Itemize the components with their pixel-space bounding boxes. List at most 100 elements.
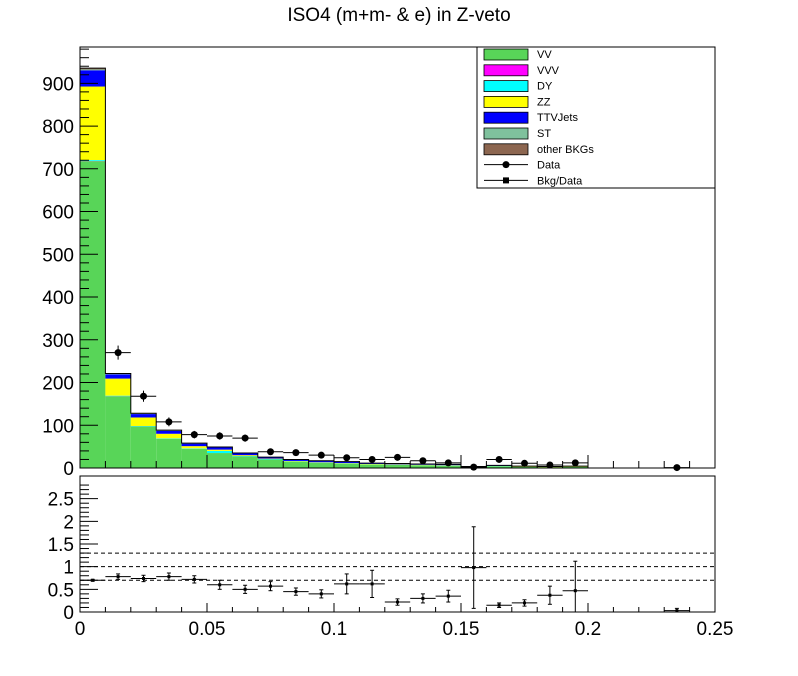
ratio-point-20 [675, 609, 679, 613]
legend-label-8: Bkg/Data [537, 175, 583, 187]
bar-vv-2 [130, 426, 157, 468]
bar-vv-8 [283, 461, 309, 468]
bar-vv-4 [181, 448, 207, 468]
bar-zz-2 [130, 417, 157, 427]
data-point-2 [165, 418, 173, 426]
bar-zz-3 [156, 433, 182, 439]
ratio-point-15 [472, 566, 476, 570]
ratio-y-tick-label: 2.5 [48, 490, 74, 511]
main-y-tick-label: 100 [42, 416, 74, 437]
main-y-tick-label: 600 [42, 203, 74, 224]
bar-ttvjets-0 [80, 70, 106, 87]
bar-zz-5 [207, 449, 233, 451]
data-point-6 [267, 448, 274, 456]
data-point-13 [444, 459, 452, 467]
bar-ttvjets-6 [232, 453, 258, 456]
main-y-tick-label: 900 [42, 74, 74, 95]
bar-ttvjets-9 [308, 460, 334, 463]
main-y-tick-label: 400 [42, 288, 74, 309]
data-point-10 [368, 455, 376, 463]
legend-label-0: VV [537, 49, 552, 61]
legend-label-4: TTVJets [537, 112, 578, 124]
bar-vv-17 [511, 466, 538, 468]
legend-label-1: VVV [537, 65, 560, 77]
data-point-17 [546, 461, 554, 469]
bar-vv-13 [410, 465, 436, 468]
bar-ttvjets-7 [257, 457, 284, 459]
bar-ttvjets-3 [156, 430, 182, 434]
ratio-point-18 [548, 593, 552, 597]
bar-ttvjets-10 [334, 461, 360, 464]
ratio-point-5 [218, 583, 222, 587]
data-point-8 [317, 451, 325, 459]
ratio-point-10 [345, 582, 349, 586]
bar-zz-0 [80, 86, 106, 161]
bar-ttvjets-5 [207, 447, 233, 450]
ratio-point-13 [421, 596, 425, 600]
bar-vv-7 [257, 459, 284, 468]
bar-dy-0 [80, 160, 106, 161]
ratio-point-9 [319, 592, 323, 596]
ratio-point-17 [523, 601, 526, 605]
bar-zz-4 [181, 446, 207, 449]
data-point-7 [292, 449, 300, 457]
bar-zz-6 [232, 455, 258, 457]
ratio-point-1 [116, 575, 120, 579]
main-y-tick-label: 500 [42, 245, 74, 266]
ratio-point-6 [243, 587, 247, 591]
data-point-15 [495, 455, 503, 463]
ratio-y-tick-label: 1.5 [48, 535, 74, 556]
ratio-x-tick-label: 0 [75, 619, 86, 640]
ratio-x-tick-label: 0.2 [575, 619, 601, 640]
main-y-tick-label: 200 [42, 374, 74, 395]
ratio-panel: 00.511.522.5 0 0.05 0.1 0.15 0.2 0.25 [48, 475, 734, 640]
bar-vv-16 [486, 466, 512, 468]
ratio-point-8 [294, 590, 298, 594]
bar-vv-14 [435, 465, 461, 468]
bar-vv-10 [334, 463, 360, 468]
main-y-tick-label: 800 [42, 117, 74, 138]
ratio-point-16 [497, 603, 501, 607]
data-point-1 [140, 392, 147, 400]
legend-label-2: DY [537, 81, 553, 93]
legend-label-5: ST [537, 128, 551, 140]
bar-st-0 [80, 69, 106, 71]
ratio-point-12 [396, 600, 399, 604]
legend-label-6: other BKGs [537, 144, 594, 156]
bar-ttvjets-2 [130, 414, 157, 418]
bar-vv-19 [562, 466, 588, 468]
legend-label-3: ZZ [537, 96, 551, 108]
ratio-point-19 [573, 589, 577, 593]
data-point-11 [394, 453, 401, 461]
bar-vv-3 [156, 438, 182, 468]
bar-other-bkgs-0 [80, 68, 106, 70]
ratio-point-2 [142, 576, 145, 580]
legend-swatch-1 [483, 64, 529, 77]
ratio-x-tick-label: 0.05 [189, 619, 226, 640]
bar-ttvjets-4 [181, 443, 207, 447]
data-point-18 [571, 459, 579, 467]
data-point-3 [190, 431, 198, 439]
ratio-x-tick-label: 0.25 [697, 619, 734, 640]
ratio-x-tick-label: 0.15 [443, 619, 480, 640]
bar-vv-5 [207, 453, 233, 468]
ratio-y-tick-label: 0 [63, 603, 74, 624]
bar-ttvjets-8 [283, 459, 309, 461]
legend-swatch-2 [483, 80, 529, 92]
bar-dy-5 [207, 450, 233, 454]
legend-marker-square [503, 177, 509, 184]
bar-vv-12 [384, 465, 411, 468]
legend-swatch-0 [483, 48, 529, 61]
ratio-point-3 [167, 575, 171, 579]
chart-title: ISO4 (m+m- & e) in Z-veto [287, 5, 511, 26]
legend-swatch-3 [483, 96, 529, 108]
bar-vv-11 [359, 464, 385, 468]
main-y-tick-label: 0 [63, 459, 74, 480]
data-point-4 [216, 432, 224, 440]
legend-swatch-6 [483, 143, 529, 156]
legend-marker-circle [502, 161, 510, 169]
bar-vv-9 [308, 462, 334, 468]
ratio-point-4 [192, 577, 196, 581]
legend-swatch-5 [483, 127, 529, 140]
